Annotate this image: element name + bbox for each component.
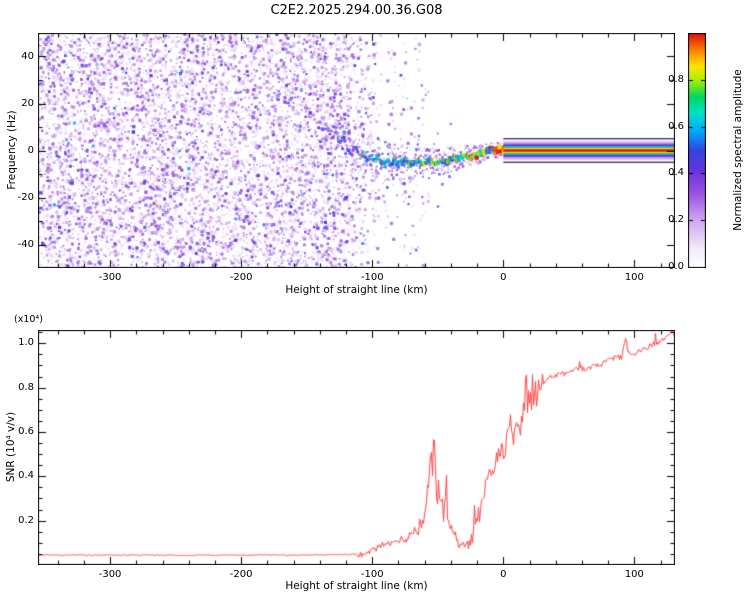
spectrogram-xtick-label: -200 (229, 272, 253, 283)
spectrogram-ytick-label: -40 (17, 238, 34, 250)
snr-xtick-label: 100 (624, 569, 644, 580)
snr-ytick-label: 0.8 (18, 381, 34, 393)
spectrogram-xtick-label: -100 (360, 272, 384, 283)
snr-ytick-label: 0.2 (18, 514, 34, 526)
colorbar-tick-label: 0.6 (668, 120, 684, 132)
spectrogram-ytick-label: -20 (17, 191, 34, 203)
snr-scale-note: (x10⁴) (14, 314, 43, 325)
spectrogram-xtick-label: -300 (98, 272, 122, 283)
spectrogram-ytick-label: 0 (27, 144, 34, 156)
colorbar-label: Normalized spectral amplitude (732, 69, 744, 231)
snr-xtick-label: -200 (229, 569, 253, 580)
spectrogram-xlabel: Height of straight line (km) (285, 284, 428, 296)
colorbar-tick-label: 0.4 (668, 167, 684, 179)
spectrogram-ytick-label: 40 (21, 50, 34, 62)
spectrogram-xtick-label: 100 (624, 272, 644, 283)
snr-canvas (38, 330, 675, 565)
colorbar-tick-label: 0.0 (668, 261, 684, 272)
snr-ytick-label: 0.6 (18, 425, 34, 437)
spectrogram-ytick-label: 20 (21, 97, 34, 109)
snr-xtick-label: -300 (98, 569, 122, 580)
colorbar-canvas (688, 33, 706, 268)
snr-ytick-label: 0.4 (18, 470, 34, 482)
spectrogram-canvas (38, 33, 675, 268)
snr-ytick-label: 1.0 (18, 337, 34, 349)
colorbar-tick-label: 0.8 (668, 73, 684, 85)
snr-xtick-label: 0 (500, 569, 507, 580)
snr-xtick-label: -100 (360, 569, 384, 580)
snr-xlabel: Height of straight line (km) (285, 580, 428, 592)
figure-title: C2E2.2025.294.00.36.G08 (270, 3, 443, 18)
colorbar-tick-label: 0.2 (668, 214, 684, 226)
spectrogram-xtick-label: 0 (500, 272, 507, 283)
